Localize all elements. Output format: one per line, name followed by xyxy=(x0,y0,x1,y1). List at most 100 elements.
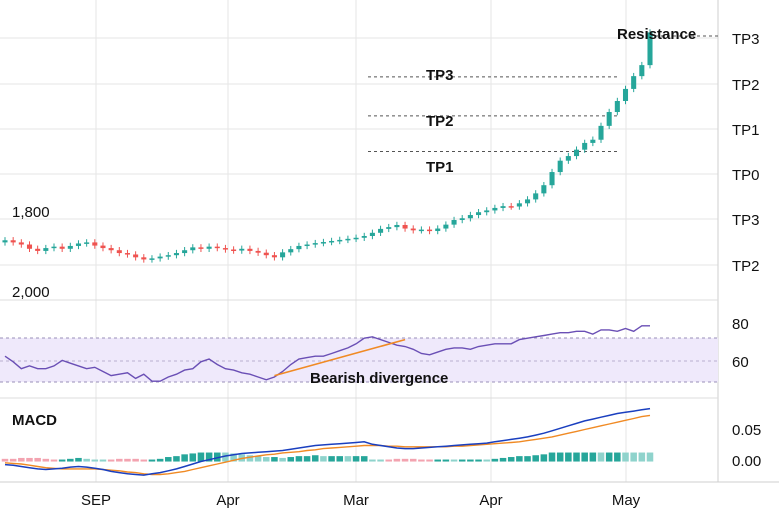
candle-body-48 xyxy=(394,224,400,228)
grid-lines xyxy=(0,0,779,483)
macd-histogram-bar-13 xyxy=(107,459,115,462)
macd-histogram-bar-60 xyxy=(491,458,499,462)
macd-histogram-bar-47 xyxy=(385,459,392,462)
macd-histogram-bar-54 xyxy=(442,459,450,462)
macd-histogram-bar-67 xyxy=(548,452,556,462)
candle-body-77 xyxy=(631,76,637,89)
macd-histogram-bar-12 xyxy=(99,459,107,462)
candle-body-59 xyxy=(484,210,490,213)
candle-body-64 xyxy=(525,199,531,204)
candle-body-1 xyxy=(10,240,16,243)
macd-line xyxy=(4,407,651,476)
rsi-line xyxy=(4,325,650,382)
x-tick-sep: SEP xyxy=(81,492,111,509)
macd-histogram-bar-48 xyxy=(393,458,401,462)
macd-histogram-bar-72 xyxy=(589,452,597,462)
level-label-tp2: TP2 xyxy=(426,113,454,130)
candle-body-61 xyxy=(500,206,506,208)
macd-indicator xyxy=(1,407,654,476)
macd-histogram-bar-69 xyxy=(565,452,572,462)
candle-body-37 xyxy=(304,244,310,247)
macd-histogram-bar-21 xyxy=(173,456,180,462)
candle-body-70 xyxy=(573,149,580,157)
macd-histogram-bar-77 xyxy=(630,452,637,462)
macd-title: MACD xyxy=(12,412,57,429)
macd-histogram-bar-76 xyxy=(622,452,629,462)
candle-body-50 xyxy=(410,228,416,231)
macd-axis-label-005: 0.05 xyxy=(732,422,761,439)
axis-labels: TP3 TP2 TP1 TP0 TP3 TP2 1,800 2,000 TP3 … xyxy=(12,26,761,509)
candle-body-4 xyxy=(35,248,41,251)
candle-body-28 xyxy=(231,249,237,251)
candle-body-69 xyxy=(565,156,571,161)
price-axis-label-5: TP3 xyxy=(732,212,760,229)
macd-histogram-bar-40 xyxy=(328,456,335,462)
macd-histogram-bar-55 xyxy=(450,459,458,462)
macd-histogram-bar-24 xyxy=(197,452,205,462)
macd-histogram-bar-31 xyxy=(254,456,262,462)
candle-body-33 xyxy=(271,255,277,258)
rsi-axis-label-60: 60 xyxy=(732,354,749,371)
macd-histogram-bar-5 xyxy=(42,458,50,462)
candle-body-25 xyxy=(206,246,212,249)
x-tick-apr-1: Apr xyxy=(216,492,239,509)
macd-histogram-bar-32 xyxy=(263,457,270,462)
candle-body-39 xyxy=(320,242,326,244)
macd-histogram-bar-14 xyxy=(116,458,123,462)
candle-body-41 xyxy=(337,239,343,242)
macd-histogram-bar-65 xyxy=(532,455,539,462)
macd-histogram-bar-7 xyxy=(58,459,66,462)
candle-body-68 xyxy=(557,160,563,173)
candle-body-9 xyxy=(75,243,82,246)
macd-histogram-bar-1 xyxy=(9,458,17,462)
macd-histogram-bar-33 xyxy=(271,457,278,462)
candle-body-15 xyxy=(124,253,130,255)
price-axis-label-3: TP1 xyxy=(732,122,760,139)
candle-body-12 xyxy=(100,245,106,249)
macd-histogram-bar-36 xyxy=(295,456,303,462)
macd-histogram-bar-38 xyxy=(311,455,319,462)
price-axis-label-1: TP3 xyxy=(732,31,760,48)
candle-body-10 xyxy=(84,242,90,244)
candle-body-72 xyxy=(590,139,596,143)
candle-body-31 xyxy=(255,250,261,253)
macd-histogram-bar-4 xyxy=(34,457,41,462)
candle-body-38 xyxy=(312,243,318,245)
candle-body-58 xyxy=(476,212,482,216)
candle-body-6 xyxy=(51,246,57,249)
candle-body-40 xyxy=(329,240,335,243)
macd-histogram-bar-58 xyxy=(475,459,482,462)
macd-histogram-bar-75 xyxy=(614,452,621,462)
candle-body-42 xyxy=(345,238,351,241)
candle-body-46 xyxy=(378,228,384,233)
candle-body-34 xyxy=(280,252,286,258)
macd-histogram-bar-39 xyxy=(320,456,327,462)
macd-histogram-bar-49 xyxy=(401,458,409,462)
candle-body-0 xyxy=(2,240,8,243)
macd-histogram-bar-43 xyxy=(352,456,360,462)
candle-body-36 xyxy=(296,245,302,250)
macd-histogram-bar-2 xyxy=(18,457,25,462)
macd-histogram-bar-42 xyxy=(344,456,352,462)
candle-body-49 xyxy=(402,224,408,229)
bearish-divergence-annotation: Bearish divergence xyxy=(310,370,448,387)
macd-histogram-bar-22 xyxy=(181,454,188,462)
candle-body-60 xyxy=(492,207,498,211)
candle-body-14 xyxy=(116,250,122,254)
candle-body-79 xyxy=(647,32,653,66)
candle-body-45 xyxy=(369,232,375,236)
macd-histogram-bar-62 xyxy=(507,457,515,462)
candle-body-74 xyxy=(606,112,612,126)
macd-signal-line xyxy=(4,414,651,476)
macd-histogram-bar-10 xyxy=(83,458,90,462)
candle-body-78 xyxy=(639,65,645,77)
candle-body-13 xyxy=(108,248,114,251)
macd-histogram-bar-78 xyxy=(638,452,646,462)
macd-histogram-bar-57 xyxy=(467,459,474,462)
macd-histogram-bar-20 xyxy=(165,457,172,462)
macd-histogram-bar-6 xyxy=(50,459,58,462)
left-price-label-1800: 1,800 xyxy=(12,204,50,221)
candle-body-22 xyxy=(182,250,188,254)
macd-histogram-bar-70 xyxy=(573,452,580,462)
